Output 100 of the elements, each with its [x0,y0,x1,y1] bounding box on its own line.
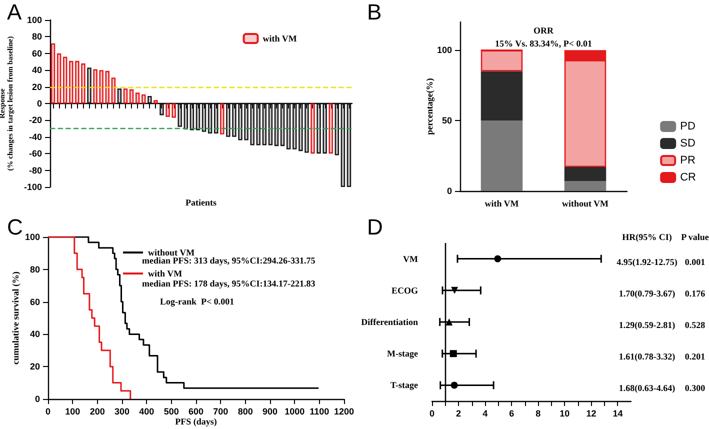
y-axis-title: cumulative survival (%) [10,272,20,364]
bar [123,88,128,104]
x-tick-label: 400 [139,406,154,416]
bar [322,104,327,154]
bar [564,181,606,191]
y-tick-label: 20 [30,362,40,372]
x-axis-title: Patients [186,198,217,208]
y-tick-label: 0 [446,186,452,196]
y-tick-label: 100 [26,15,42,25]
bar [105,70,110,104]
x-tick-label: 10 [560,408,570,418]
chart-title: B [367,0,382,24]
chart-title: D [367,214,383,240]
bar [129,89,134,104]
legend-label: without VM [148,248,196,258]
y-tick-label: 40 [32,65,42,76]
annotation: 4.95(1.92-12.75) [616,256,678,267]
bar [99,70,104,104]
x-tick-label: 900 [262,406,278,416]
bar [280,104,285,146]
bar [226,104,230,137]
bar [69,60,74,104]
bar [334,104,340,156]
bar [160,104,164,116]
x-tick-label: 8 [536,408,541,418]
bar [238,104,242,140]
bar [274,104,279,146]
y-tick-label: -80 [28,165,42,176]
y-tick-label: 0 [34,394,40,404]
y-tick-label: -60 [28,148,42,159]
x-tick-label: 0 [429,408,435,418]
bar [93,69,98,104]
y-tick-label: 80 [30,264,40,274]
annotation: 1.61(0.78-3.32) [618,352,676,362]
annotation: ORR [534,26,554,36]
bar [250,104,254,146]
y-tick-label: -100 [24,182,42,192]
chart-title: A [7,0,22,24]
y-tick-label: 60 [30,296,40,307]
y-tick-label: 40 [30,329,40,340]
x-tick-label: 1200 [334,406,354,416]
legend-label: with VM [148,268,183,278]
bar [346,104,352,187]
bar [135,92,140,104]
legend-label: with VM [262,34,298,44]
y-tick-label: T-stage [390,380,418,390]
y-tick-label: ECOG [391,285,418,296]
bar [310,104,315,154]
annotation: median PFS: 178 days, 95%CI:134.17-221.83 [142,278,316,288]
chart-title: C [7,214,23,240]
bar [564,167,606,182]
legend-label: SD [680,138,696,150]
point [451,286,458,294]
y-tick-label: -20 [28,115,42,126]
bar [220,104,224,134]
bar [202,104,206,132]
y-axis-title: percentage(%) [424,78,434,135]
bar [214,104,218,134]
bar [56,53,62,104]
text: HR(95% CI) [622,232,672,242]
bar [304,104,309,153]
text: 0.176 [684,288,706,298]
bar [148,96,152,104]
y-tick-label: 100 [436,45,452,56]
bar [81,63,86,104]
x-tick-label: 0 [45,406,51,416]
x-tick-label: 1100 [310,406,330,416]
bar [75,60,80,104]
bar [117,88,122,104]
text: P value [681,232,709,242]
bar [262,104,267,146]
bar [340,104,346,187]
bar [50,43,56,104]
bar [244,104,248,140]
bar [232,104,236,137]
annotation: 15% Vs. 83.34%, P< 0.01 [495,38,592,48]
y-tick-label: 80 [32,32,42,42]
y-tick-label: Differentiation [361,317,418,327]
y-tick-label: M-stage [387,348,418,359]
bar [286,104,291,150]
bar [142,94,146,104]
x-tick-label: 500 [164,406,179,416]
x-tick-label: 4 [482,408,488,418]
bar [292,104,297,150]
bar [87,68,92,104]
bar [190,104,194,130]
bar [208,104,212,134]
y-tick-label: 60 [32,48,42,58]
bar [480,120,523,191]
y-tick-label: 100 [24,232,40,242]
x-tick-label: 700 [213,406,228,416]
annotation: 1.68(0.63-4.64) [618,383,676,394]
y-tick-label: VM [403,254,418,264]
bar [172,104,176,118]
legend-label: CR [680,172,696,184]
text: 0.001 [684,256,706,267]
bar [316,104,321,154]
point [446,318,453,326]
bar [184,104,188,130]
annotation: Log-rank P< 0.001 [160,296,235,306]
